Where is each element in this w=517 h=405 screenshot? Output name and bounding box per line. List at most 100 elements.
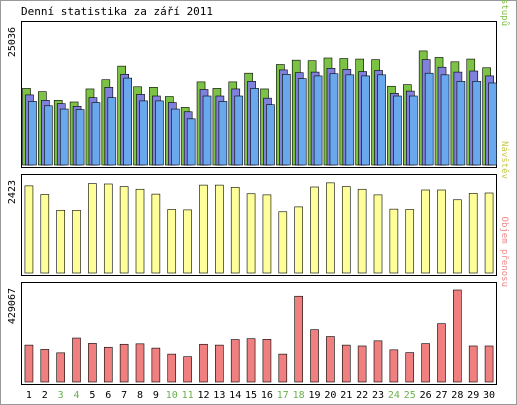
bar-traffic-Objem přenosu-25 [405, 352, 415, 383]
x-tick-label: 30 [483, 390, 495, 401]
bar-accesses-Stránek-18 [297, 78, 307, 166]
bar-accesses-Stránek-6 [107, 97, 117, 166]
bar-accesses-Stránek-7 [123, 77, 132, 166]
bar-accesses-Stránek-13 [218, 101, 228, 166]
x-tick-label: 11 [182, 390, 194, 401]
x-tick-label: 8 [137, 390, 143, 401]
bar-visits-Návštěv-17 [278, 211, 288, 274]
bar-visits-Návštěv-2 [40, 194, 50, 274]
bar-traffic-Objem přenosu-2 [40, 349, 50, 383]
x-tick-label: 10 [166, 390, 178, 401]
panel-ylabel: Objem přenosu [499, 217, 509, 287]
bar-accesses-Stránek-26 [424, 72, 434, 166]
series-Stránek [28, 72, 497, 166]
bar-visits-Návštěv-14 [230, 187, 240, 274]
bar-visits-Návštěv-26 [421, 189, 430, 274]
bar-accesses-Stránek-14 [234, 95, 244, 166]
panel-ylabel: Návštěv [499, 141, 510, 179]
bar-accesses-Stránek-27 [440, 74, 450, 166]
bar-traffic-Objem přenosu-16 [262, 339, 272, 383]
bar-traffic-Objem přenosu-3 [56, 352, 65, 383]
x-tick-label: 13 [213, 390, 225, 401]
x-tick-label: 25 [404, 390, 416, 401]
bar-visits-Návštěv-1 [24, 185, 34, 274]
bar-traffic-Objem přenosu-18 [294, 295, 303, 383]
bar-traffic-Objem přenosu-29 [468, 345, 478, 383]
x-tick-label: 22 [356, 390, 368, 401]
panel-max-label: 429067 [7, 288, 18, 324]
x-tick-label: 7 [121, 390, 127, 401]
bar-accesses-Stránek-10 [171, 108, 180, 166]
x-tick-label: 21 [340, 390, 352, 401]
x-tick-label: 15 [245, 390, 257, 401]
bar-visits-Návštěv-27 [437, 189, 446, 274]
x-tick-label: 9 [153, 390, 159, 401]
bar-accesses-Stránek-25 [408, 95, 418, 166]
x-tick-label: 23 [372, 390, 384, 401]
bar-visits-Návštěv-24 [389, 208, 399, 274]
bar-accesses-Stránek-9 [155, 100, 164, 166]
x-tick-label: 19 [309, 390, 321, 401]
bar-traffic-Objem přenosu-14 [230, 339, 240, 383]
bar-accesses-Stránek-21 [345, 74, 355, 166]
bar-traffic-Objem přenosu-6 [103, 346, 113, 383]
bar-traffic-Objem přenosu-1 [24, 344, 34, 383]
bar-traffic-Objem přenosu-11 [183, 356, 192, 383]
panel-accesses: 25036 Stránek/Souborů/Přístupů [7, 0, 510, 168]
bar-traffic-Objem přenosu-17 [278, 353, 288, 383]
bar-visits-Návštěv-18 [294, 206, 303, 274]
bar-visits-Návštěv-23 [373, 194, 383, 274]
chart-panels: 25036 Stránek/Souborů/Přístupů 2423 Návštěv… [7, 0, 510, 385]
bar-traffic-Objem přenosu-26 [421, 343, 430, 383]
bar-visits-Návštěv-20 [326, 182, 335, 274]
bar-traffic-Objem přenosu-27 [437, 323, 446, 383]
bar-accesses-Stránek-30 [488, 82, 497, 166]
bar-visits-Návštěv-21 [341, 186, 351, 274]
x-tick-label: 29 [467, 390, 479, 401]
x-axis-day-labels: 1 2 3 4 5 6 7 8 9 10 11 12 13 14 15 16 17 18 19 20 21 22 23 24 2… [26, 390, 495, 401]
bar-accesses-Stránek-28 [456, 81, 466, 166]
series-Návštěv [24, 182, 494, 274]
x-tick-label: 14 [229, 390, 241, 401]
bar-visits-Návštěv-8 [135, 188, 145, 274]
bar-traffic-Objem přenosu-10 [167, 353, 177, 383]
bar-visits-Návštěv-10 [167, 209, 177, 274]
bar-traffic-Objem přenosu-5 [88, 343, 97, 383]
bar-traffic-Objem přenosu-4 [72, 337, 81, 383]
bar-visits-Návštěv-13 [215, 184, 224, 274]
bar-traffic-Objem přenosu-13 [215, 344, 224, 383]
bar-traffic-Objem přenosu-23 [373, 340, 383, 383]
x-tick-label: 24 [388, 390, 400, 401]
x-tick-label: 4 [74, 390, 80, 401]
ylabel-part: Přístupů [499, 0, 510, 26]
bar-traffic-Objem přenosu-20 [326, 336, 335, 383]
bar-accesses-Stránek-22 [361, 75, 371, 166]
bar-traffic-Objem přenosu-24 [389, 349, 399, 383]
bar-visits-Návštěv-5 [88, 183, 97, 274]
x-tick-label: 12 [197, 390, 209, 401]
panel-max-label: 2423 [7, 180, 18, 204]
x-tick-label: 3 [58, 390, 64, 401]
bar-visits-Návštěv-15 [246, 193, 256, 274]
bar-accesses-Stránek-24 [393, 95, 402, 166]
panel-visits: 2423 Návštěv [7, 141, 510, 276]
bar-visits-Návštěv-6 [103, 183, 113, 274]
bar-accesses-Stránek-1 [28, 101, 37, 166]
x-tick-label: 17 [277, 390, 289, 401]
x-tick-label: 6 [105, 390, 111, 401]
bar-visits-Návštěv-3 [56, 209, 65, 274]
bar-accesses-Stránek-16 [266, 104, 275, 166]
panel-max-label: 25036 [7, 27, 18, 57]
panel-frame [21, 282, 497, 385]
bar-accesses-Stránek-5 [91, 102, 101, 166]
ylabel-part: Objem přenosu [499, 217, 509, 287]
panel-traffic: 429067 Objem přenosu [7, 217, 509, 385]
x-tick-label: 27 [435, 390, 447, 401]
x-tick-label: 16 [261, 390, 273, 401]
bar-traffic-Objem přenosu-7 [119, 343, 129, 383]
chart-title: Denní statistika za září 2011 [21, 5, 213, 18]
bar-visits-Návštěv-28 [453, 199, 462, 274]
bar-visits-Návštěv-22 [357, 188, 367, 274]
bar-traffic-Objem přenosu-12 [199, 343, 208, 383]
bar-accesses-Stránek-4 [75, 109, 85, 166]
